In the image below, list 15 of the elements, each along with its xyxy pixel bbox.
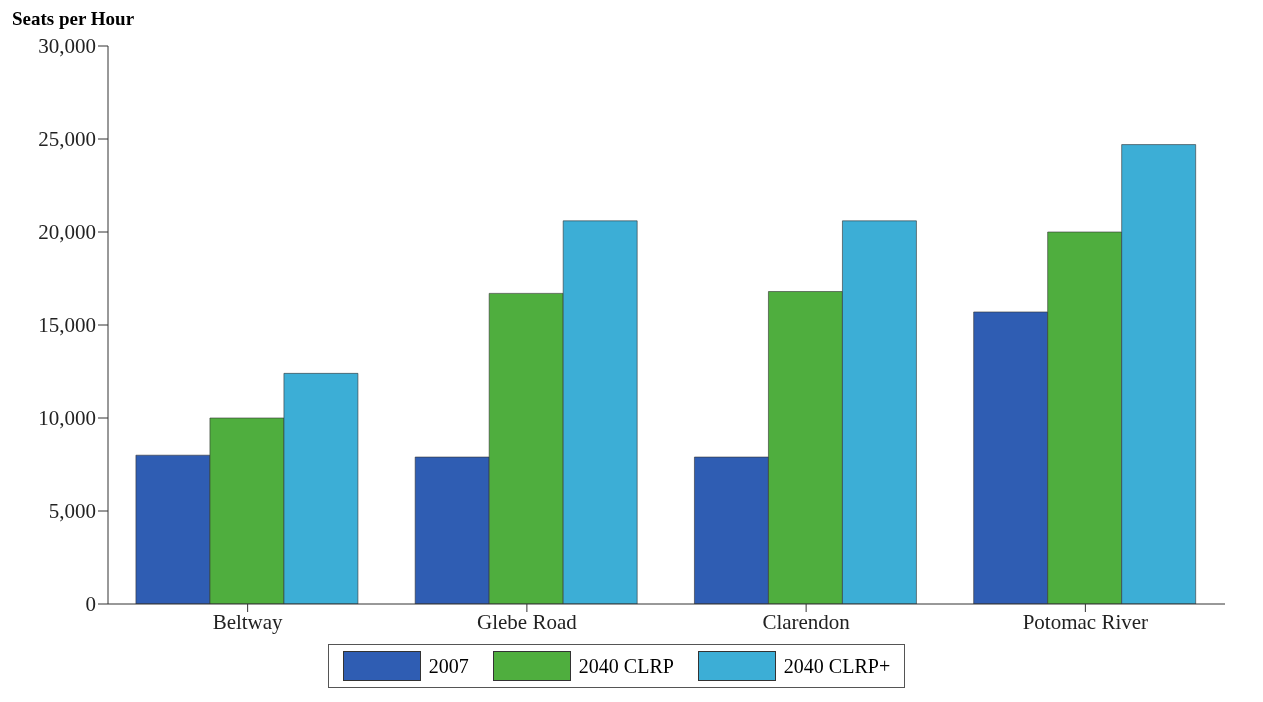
y-tick-label: 15,000 (38, 313, 96, 338)
y-tick-label: 5,000 (48, 499, 96, 524)
y-tick-label: 20,000 (38, 220, 96, 245)
legend-label: 2040 CLRP+ (783, 654, 891, 678)
y-tick-label: 25,000 (38, 127, 96, 152)
legend-label: 2007 (428, 654, 469, 678)
x-tick-label: Beltway (212, 609, 284, 634)
x-tick-label: Glebe Road (477, 609, 578, 634)
y-tick-label: 0 (85, 592, 96, 617)
y-tick-label: 30,000 (38, 34, 96, 59)
x-tick-label: Potomac River (1022, 609, 1149, 634)
y-tick-label: 10,000 (38, 406, 96, 431)
x-tick-label: Clarendon (762, 609, 851, 634)
legend-label: 2040 CLRP (578, 654, 674, 678)
y-axis-title: Seats per Hour (12, 8, 135, 30)
